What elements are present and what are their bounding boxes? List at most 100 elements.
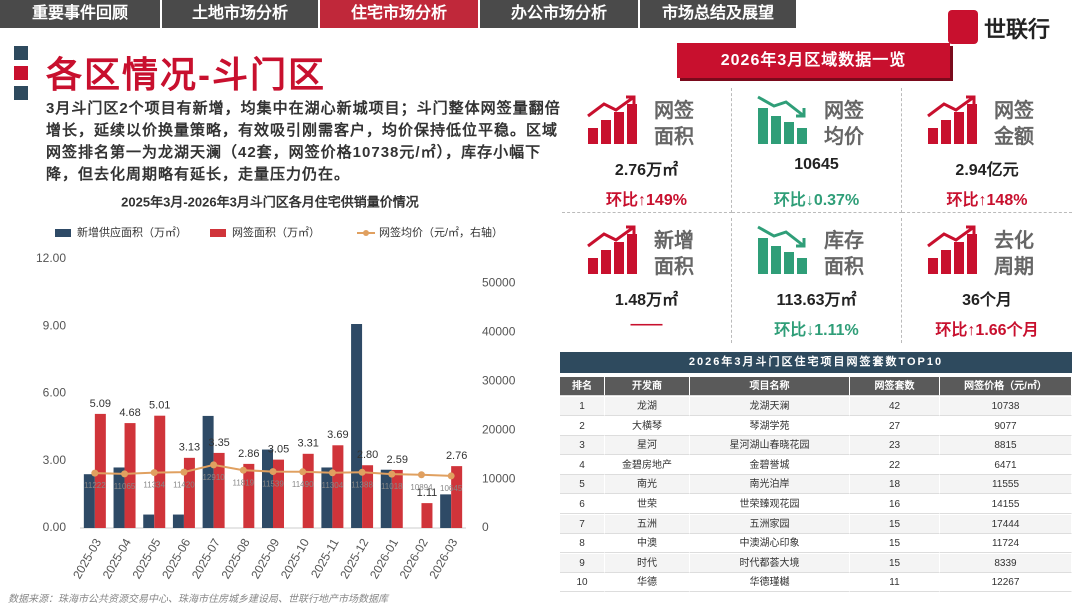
bar bbox=[143, 514, 155, 528]
nav-tab[interactable]: 重要事件回顾 bbox=[0, 0, 160, 28]
table-cell: 23 bbox=[850, 436, 940, 456]
bar bbox=[440, 494, 452, 528]
kpi-value: 1.48万㎡ bbox=[614, 292, 679, 309]
nav-tab[interactable]: 市场总结及展望 bbox=[640, 0, 796, 28]
y-tick-label: 6.00 bbox=[43, 386, 67, 400]
table-cell: 南光 bbox=[605, 475, 690, 495]
kpi-icon bbox=[757, 225, 807, 274]
point bbox=[239, 466, 247, 474]
kpi-label: 面积 bbox=[654, 256, 694, 278]
table-cell: 龙湖天澜 bbox=[690, 397, 850, 416]
point bbox=[328, 469, 336, 477]
y-tick-label: 12.00 bbox=[36, 251, 66, 265]
bar bbox=[94, 413, 106, 528]
bar bbox=[113, 467, 125, 528]
value-label: 2.59 bbox=[387, 454, 408, 466]
kpi-change: 环比↓1.11% bbox=[774, 322, 859, 339]
table-cell: 时代都荟大境 bbox=[690, 553, 850, 573]
point bbox=[447, 472, 455, 480]
kpi-label: 面积 bbox=[824, 256, 864, 278]
table-cell: 金碧誉城 bbox=[690, 455, 850, 475]
bar bbox=[321, 467, 333, 528]
value-label: 12910 bbox=[202, 473, 225, 482]
y2-tick-label: 40000 bbox=[482, 325, 516, 339]
table-cell: 南光泊岸 bbox=[690, 475, 850, 495]
nav-tab[interactable]: 办公市场分析 bbox=[480, 0, 638, 28]
table-cell: 五洲 bbox=[605, 514, 690, 534]
point bbox=[180, 468, 188, 476]
table-cell: 9077 bbox=[940, 416, 1072, 436]
value-label: 5.01 bbox=[149, 400, 170, 412]
decor bbox=[14, 66, 28, 80]
kpi-change: 环比↑1.66个月 bbox=[935, 322, 1039, 339]
bar bbox=[83, 474, 95, 528]
table-cell: 4 bbox=[560, 455, 605, 475]
kpi-value: 36个月 bbox=[962, 292, 1012, 309]
point bbox=[299, 468, 307, 476]
legend-swatch bbox=[210, 229, 226, 237]
legend-label: 网签面积（万㎡） bbox=[232, 225, 320, 239]
table-cell: 网签价格（元/㎡） bbox=[940, 377, 1072, 396]
value-label: 11420 bbox=[173, 480, 195, 489]
table-cell: 12267 bbox=[940, 573, 1072, 593]
summary: 3月斗门区2个项目有新增，均集中在湖心新城项目；斗门整体网签量翻倍增长，延续以价… bbox=[46, 100, 561, 183]
value-label: 2.80 bbox=[357, 449, 378, 461]
bar bbox=[391, 469, 403, 528]
table-cell: 5 bbox=[560, 475, 605, 495]
kpi-icon bbox=[587, 95, 637, 144]
bar bbox=[362, 465, 374, 528]
y-tick-label: 0.00 bbox=[43, 520, 67, 534]
value-label: 3.31 bbox=[297, 438, 318, 450]
y2-tick-label: 10000 bbox=[482, 471, 516, 485]
y2-tick-label: 30000 bbox=[482, 373, 516, 387]
table-cell: 14155 bbox=[940, 495, 1072, 514]
bar bbox=[302, 453, 314, 528]
table-cell: 8815 bbox=[940, 436, 1072, 456]
nav-tab[interactable]: 土地市场分析 bbox=[162, 0, 318, 28]
table-cell: 10 bbox=[560, 573, 605, 593]
value-label: 11388 bbox=[351, 480, 373, 489]
table-cell: 金碧房地产 bbox=[605, 455, 690, 475]
table-cell: 27 bbox=[850, 416, 940, 436]
table-cell: 15 bbox=[850, 553, 940, 573]
value-label: 2.86 bbox=[238, 448, 259, 460]
table-cell: 18 bbox=[850, 475, 940, 495]
table-cell: 15 bbox=[850, 514, 940, 534]
point bbox=[91, 469, 99, 477]
value-label: 1.11 bbox=[417, 487, 438, 499]
bar bbox=[243, 463, 255, 528]
kpi-icon bbox=[927, 95, 977, 144]
bar bbox=[172, 514, 184, 528]
table-cell: 6 bbox=[560, 495, 605, 514]
kpi-icon bbox=[587, 225, 637, 274]
table-cell: 1 bbox=[560, 397, 605, 416]
bar bbox=[124, 423, 136, 528]
table-cell: 华德瑾樾 bbox=[690, 573, 850, 593]
value-label: 3.05 bbox=[268, 444, 289, 456]
value-label: 11334 bbox=[143, 481, 165, 490]
point bbox=[417, 471, 425, 479]
table-cell: 22 bbox=[850, 455, 940, 475]
decor bbox=[14, 86, 28, 100]
panel-title: 2026年3月区域数据一览 bbox=[677, 43, 950, 78]
table-cell: 大横琴 bbox=[605, 416, 690, 436]
kpi-label: 面积 bbox=[654, 126, 694, 148]
y2-tick-label: 50000 bbox=[482, 276, 516, 290]
table-cell: 网签套数 bbox=[850, 377, 940, 396]
kpi-label: 库存 bbox=[824, 230, 864, 252]
point bbox=[358, 468, 366, 476]
page-title: 各区情况-斗门区 bbox=[46, 54, 326, 95]
kpi-label: 新增 bbox=[654, 230, 694, 252]
kpi-change: 环比↑149% bbox=[606, 192, 687, 209]
kpi-value: 2.76万㎡ bbox=[614, 162, 679, 179]
table-cell: 项目名称 bbox=[690, 377, 850, 396]
bar bbox=[262, 449, 273, 528]
value-label: 11304 bbox=[322, 481, 344, 490]
table-cell: 2 bbox=[560, 416, 605, 436]
source: 数据来源：珠海市公共资源交易中心、珠海市住房城乡建设局、世联行地产市场数据库 bbox=[8, 594, 388, 605]
nav-tab[interactable]: 住宅市场分析 bbox=[320, 0, 478, 28]
value-label: 4.68 bbox=[119, 407, 140, 419]
kpi-value: 10645 bbox=[794, 156, 839, 173]
table-cell: 11555 bbox=[940, 475, 1072, 495]
